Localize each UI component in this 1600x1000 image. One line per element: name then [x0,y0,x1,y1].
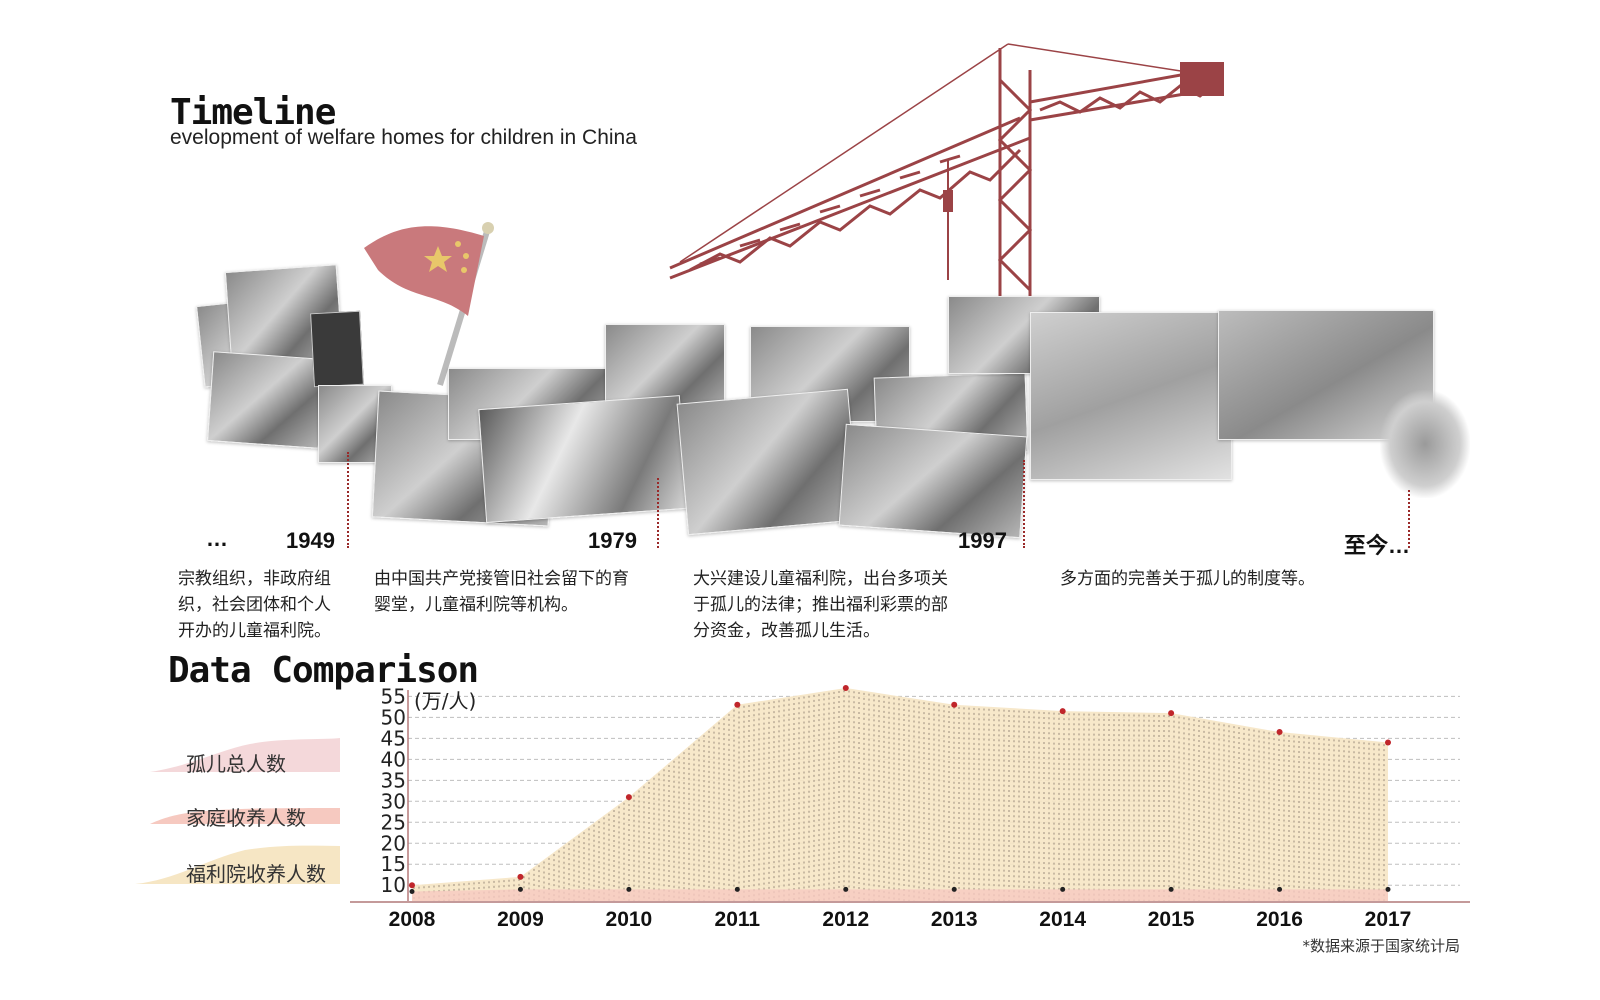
x-tick-label: 2009 [497,908,544,931]
data-point-family [517,886,523,892]
data-point-welfare [1385,739,1391,746]
x-tick-label: 2011 [715,908,761,931]
family-band [412,889,1388,902]
timeline-year-now: 至今… [1344,533,1411,558]
data-point-family [1277,886,1283,892]
data-point-family [734,886,740,892]
timeline-marker-1997 [1023,460,1025,548]
data-point-welfare [1168,710,1175,717]
data-point-welfare [409,882,415,889]
photo-scaffolding [676,388,860,536]
data-comparison-title: Data Comparison [168,650,479,691]
x-tick-label: 2014 [1039,908,1086,931]
data-point-welfare [517,873,524,880]
timeline-lead: … [206,526,228,551]
photo-children-line [1030,312,1232,480]
x-tick-label: 2008 [389,908,436,931]
timeline-marker-1949 [347,452,349,548]
data-point-family [1385,886,1391,892]
timeline-desc-1997: 大兴建设儿童福利院，出台多项关 于孤儿的法律；推出福利彩票的部 分资金，改善孤儿生活… [693,569,948,641]
y-axis-unit: (万/人) [414,689,476,713]
timeline-marker-1979 [657,478,659,548]
data-point-welfare [1059,708,1066,715]
y-tick-label: 30 [381,789,406,813]
timeline-year-1979: 1979 [588,528,637,553]
timeline-marker-now [1408,490,1410,548]
legend-label-orphans: 孤儿总人数 [186,752,286,776]
source-note: *数据来源于国家统计局 [1302,937,1460,955]
timeline-desc-1949: 宗教组织，非政府组 织，社会团体和个人 开办的儿童福利院。 [178,569,331,641]
legend-swatch-family [150,808,340,824]
data-point-welfare [951,701,958,708]
x-tick-label: 2013 [931,908,978,931]
legend-label-family: 家庭收养人数 [186,806,306,830]
data-point-family [1168,886,1174,892]
x-tick-label: 2017 [1365,908,1412,931]
x-tick-label: 2016 [1256,908,1303,931]
data-point-family [951,886,957,892]
y-tick-label: 20 [381,831,406,855]
legend-label-welfare: 福利院收养人数 [186,862,326,886]
y-tick-label: 15 [381,852,406,876]
photo-church [206,351,326,449]
data-point-welfare [1276,729,1283,736]
crane-illustration [669,43,1224,310]
data-point-welfare [842,685,849,691]
data-point-family [843,886,849,892]
y-tick-label: 40 [381,747,406,771]
timeline-subtitle: evelopment of welfare homes for children… [170,126,637,149]
data-point-family [1060,886,1066,892]
y-tick-label: 55 [381,684,406,708]
timeline-year-1997: 1997 [958,528,1007,553]
x-tick-label: 2015 [1148,908,1195,931]
y-tick-label: 25 [381,810,406,834]
x-tick-label: 2010 [606,908,653,931]
timeline-desc-1979: 由中国共产党接管旧社会留下的育 婴堂，儿童福利院等机构。 [374,569,629,615]
timeline-desc-now: 多方面的完善关于孤儿的制度等。 [1060,569,1315,589]
y-tick-label: 10 [381,873,406,897]
legend-swatch-welfare [135,845,340,884]
photo-family [1380,390,1470,498]
x-tick-label: 2012 [822,908,869,931]
photo-playground [838,423,1028,539]
y-tick-label: 50 [381,705,406,729]
area-stripes [413,690,1385,902]
data-point-family [626,886,632,892]
bible-icon [310,310,364,388]
data-point-welfare [625,794,632,801]
data-point-welfare [734,701,741,708]
legend-swatch-orphans [150,738,340,772]
flag-illustration [364,222,494,386]
data-point-family [409,889,415,895]
welfare-area [412,688,1388,902]
timeline-year-1949: 1949 [286,528,335,553]
timeline-title: Timeline [170,92,336,133]
y-tick-label: 45 [381,726,406,750]
y-tick-label: 35 [381,768,406,792]
